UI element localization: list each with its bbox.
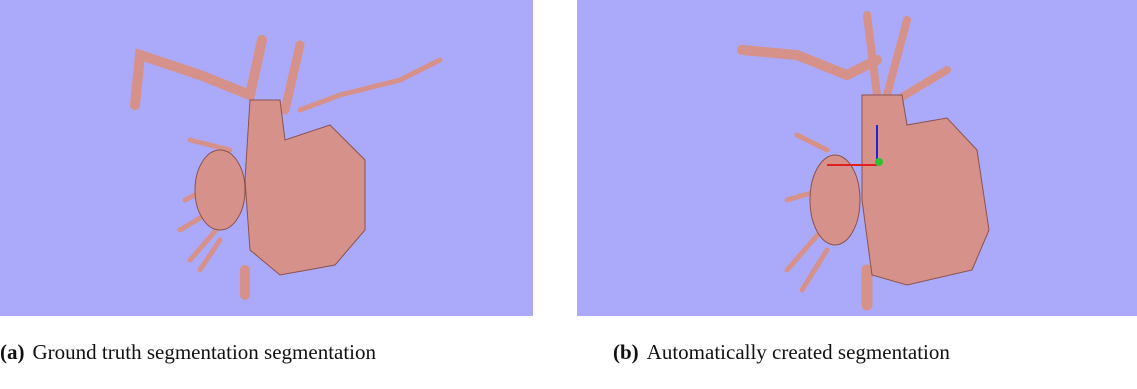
lung-vessels — [810, 155, 860, 245]
caption: (a) Ground truth segmentation segmentatio… — [0, 340, 376, 365]
render-panel-b — [577, 0, 1137, 316]
caption-text: Ground truth segmentation segmentation — [33, 340, 377, 364]
heart-render — [577, 0, 1137, 316]
vessel — [135, 40, 262, 105]
heart — [862, 95, 989, 285]
render-panel-a — [0, 0, 533, 316]
vessel — [285, 45, 300, 110]
page: (a) Ground truth segmentation segmentatio… — [0, 0, 1137, 389]
heart — [245, 100, 365, 275]
vessel — [742, 50, 877, 75]
caption: (b) Automatically created segmentation — [613, 340, 950, 365]
caption-label: (b) — [613, 340, 639, 364]
vessel — [300, 60, 440, 110]
caption-label: (a) — [0, 340, 25, 364]
caption-text: Automatically created segmentation — [647, 340, 950, 364]
lung-vessels — [195, 150, 245, 230]
axis-gizmo — [875, 158, 883, 166]
heart-render — [0, 0, 533, 316]
